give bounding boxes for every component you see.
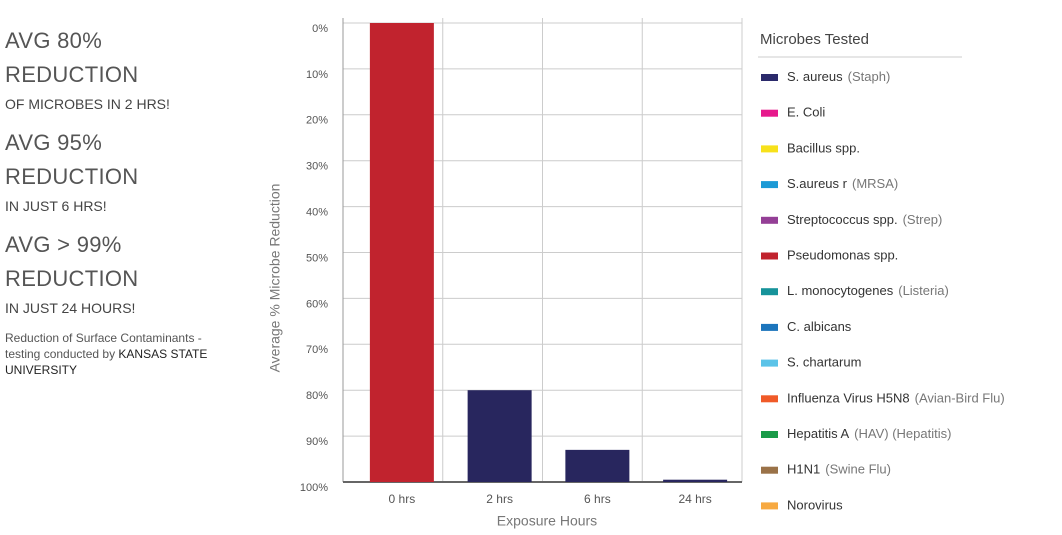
x-axis-title: Exposure Hours [497, 513, 597, 529]
y-tick-label: 30% [306, 161, 328, 173]
y-tick-label: 40% [306, 207, 328, 219]
legend-name: Pseudomonas spp. [787, 248, 898, 263]
legend-name: Hepatitis A [787, 426, 849, 441]
legend-entry: S. aureus (Staph) [787, 69, 890, 84]
legend-entry: Influenza Virus H5N8 (Avian-Bird Flu) [787, 391, 1005, 406]
legend-entry: C. albicans [787, 319, 852, 334]
legend-swatch [761, 181, 778, 189]
legend-entry: Pseudomonas spp. [787, 248, 898, 263]
y-tick-label: 50% [306, 252, 328, 264]
sidebar: AVG 80% REDUCTION OF MICROBES IN 2 HRS! AVG… [5, 24, 220, 378]
legend-swatch [761, 288, 778, 296]
legend-swatch [761, 145, 778, 153]
legend-name: S. chartarum [787, 355, 861, 370]
stat-sub: IN JUST 6 HRS! [5, 198, 107, 214]
legend-entry: Norovirus [787, 498, 843, 513]
legend-name: H1N1 [787, 462, 820, 477]
legend-swatch [761, 466, 778, 474]
y-tick-label: 20% [306, 115, 328, 127]
y-tick-label: 10% [306, 69, 328, 81]
note-org: KANSAS STATE UNIVERSITY [5, 347, 208, 377]
x-tick-label: 0 hrs [389, 492, 416, 506]
y-tick-label: 0% [312, 23, 328, 35]
legend-swatch [761, 252, 778, 260]
legend-note: (Avian-Bird Flu) [915, 391, 1005, 406]
bar [663, 479, 728, 482]
legend-swatch [761, 502, 778, 510]
stat-sub: OF MICROBES IN 2 HRS! [5, 96, 170, 112]
legend-name: Bacillus spp. [787, 141, 860, 156]
legend-note: (Staph) [848, 69, 891, 84]
legend-entry: E. Coli [787, 105, 825, 120]
legend-entry: H1N1 (Swine Flu) [787, 462, 891, 477]
legend-swatch [761, 323, 778, 331]
stat-word: REDUCTION [5, 164, 139, 189]
legend-swatch [761, 74, 778, 81]
bar [565, 449, 630, 482]
legend-name: S.aureus r [787, 177, 848, 192]
legend-name: Streptococcus spp. [787, 212, 898, 227]
y-tick-label: 90% [306, 436, 328, 448]
legend-title: Microbes Tested [760, 31, 869, 48]
legend-note: (Swine Flu) [825, 462, 891, 477]
stat-word: REDUCTION [5, 62, 139, 87]
bar [467, 390, 532, 482]
legend-entry: Bacillus spp. [787, 141, 860, 156]
y-tick-label: 100% [300, 482, 328, 494]
stat-headline: AVG > 99% [5, 232, 122, 257]
legend-entry: Hepatitis A (HAV) (Hepatitis) [787, 426, 951, 441]
legend-name: Influenza Virus H5N8 [787, 391, 910, 406]
legend-name: S. aureus [787, 69, 843, 84]
note: Reduction of Surface Contaminants - test… [5, 330, 220, 378]
legend-entry: S.aureus r (MRSA) [787, 177, 898, 192]
legend-entry: L. monocytogenes (Listeria) [787, 284, 949, 299]
legend-note: (HAV) (Hepatitis) [854, 426, 951, 441]
legend-note: (Listeria) [898, 284, 949, 299]
legend-swatch [761, 431, 778, 438]
x-tick-label: 24 hrs [678, 492, 711, 506]
legend-name: L. monocytogenes [787, 284, 894, 299]
legend-entry: Streptococcus spp. (Strep) [787, 212, 942, 227]
legend-swatch [761, 359, 778, 367]
stat-headline: AVG 95% [5, 130, 103, 155]
legend-note: (Strep) [903, 212, 943, 227]
legend-name: Norovirus [787, 498, 843, 513]
legend-swatch [761, 395, 778, 403]
y-tick-label: 70% [306, 344, 328, 356]
x-tick-label: 6 hrs [584, 492, 611, 506]
bar [369, 23, 434, 482]
stat-sub: IN JUST 24 HOURS! [5, 300, 136, 316]
x-tick-label: 2 hrs [486, 492, 513, 506]
legend-swatch [761, 109, 778, 117]
y-tick-label: 80% [306, 390, 328, 402]
legend-name: E. Coli [787, 105, 825, 120]
legend-swatch [761, 216, 778, 224]
stat-word: REDUCTION [5, 266, 139, 291]
note-text: Reduction of Surface Contaminants - test… [5, 331, 202, 361]
legend-entry: S. chartarum [787, 355, 861, 370]
legend-name: C. albicans [787, 319, 852, 334]
legend-note: (MRSA) [852, 177, 898, 192]
y-tick-label: 60% [306, 298, 328, 310]
y-axis-title: Average % Microbe Reduction [267, 184, 283, 373]
stat-headline: AVG 80% [5, 28, 103, 53]
